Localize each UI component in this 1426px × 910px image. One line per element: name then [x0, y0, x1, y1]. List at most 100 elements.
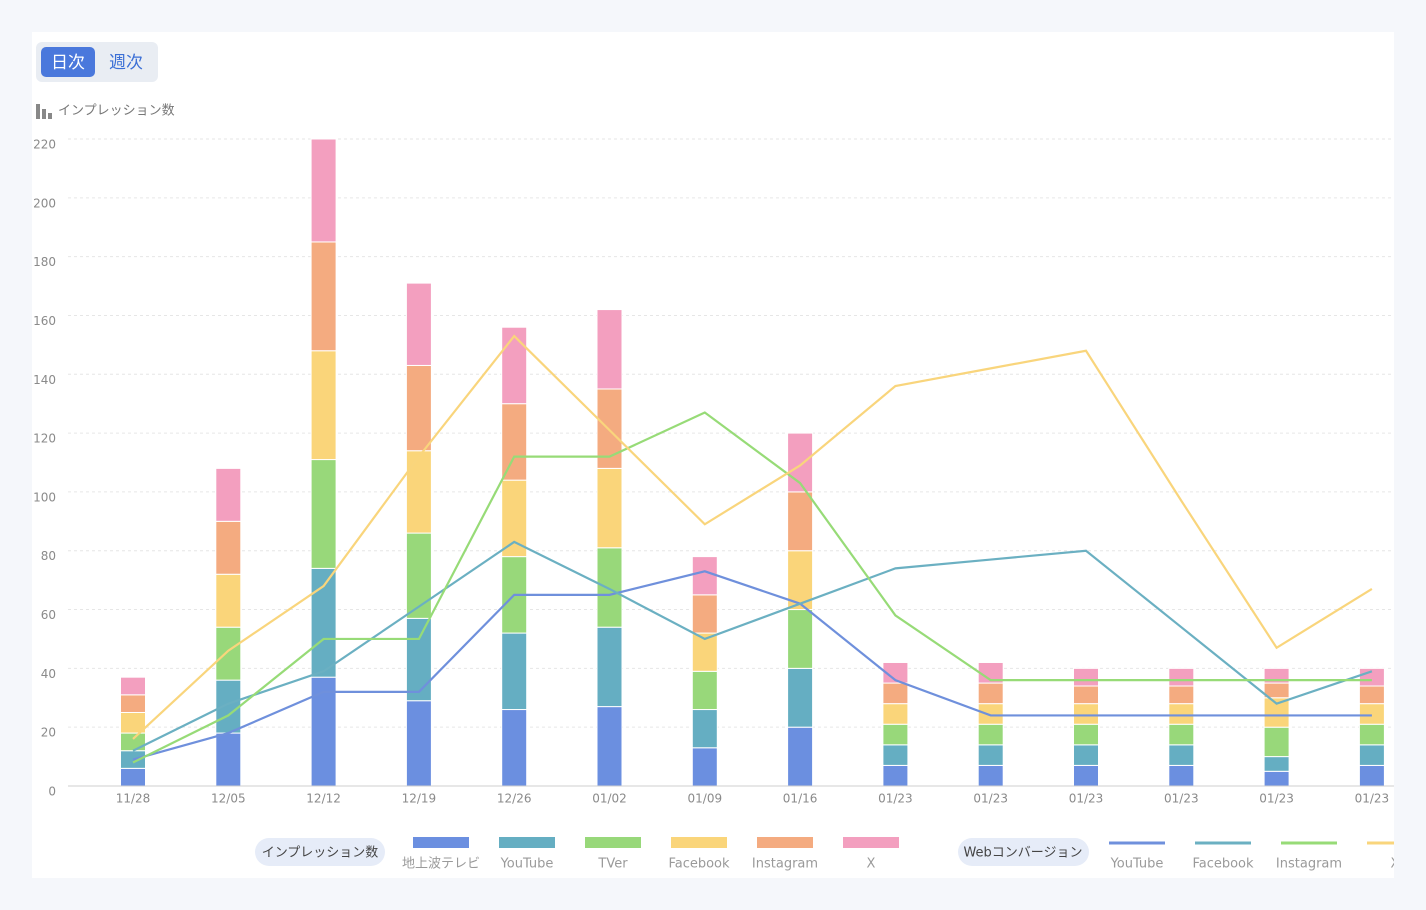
bar-segment	[1263, 726, 1290, 758]
y-tick-label: 200	[33, 196, 56, 210]
bar-segment	[310, 350, 337, 461]
line	[132, 411, 1372, 764]
y-tick-label: 160	[33, 314, 56, 328]
legend-label: Facebook	[1192, 857, 1254, 872]
legend-swatch	[843, 837, 899, 848]
bar-segment	[1263, 770, 1290, 787]
legend-label: Instagram	[752, 857, 818, 872]
y-tick-label: 0	[48, 785, 56, 799]
legend-swatch	[585, 837, 641, 848]
bar-segment	[310, 241, 337, 352]
bar-segment	[405, 617, 432, 702]
bar-segment	[882, 703, 909, 725]
y-tick-label: 40	[41, 667, 56, 681]
plot: 11/28 12/05 12/12 12/19 12/26 01/02 01/09 01/16…	[68, 138, 1394, 806]
bar-segment	[310, 459, 337, 569]
bar-segment	[1358, 667, 1385, 687]
bar-segment	[691, 632, 718, 672]
bar-segment	[310, 138, 337, 243]
y-axis-label: インプレッション数	[58, 104, 175, 119]
legend-swatch	[413, 837, 469, 848]
bar-segment	[405, 364, 432, 452]
x-tick-label: 12/19	[402, 792, 437, 806]
x-tick-label: 12/26	[497, 792, 532, 806]
bar-segment	[501, 632, 528, 711]
legend-label: YouTube	[500, 857, 554, 872]
bar-segment	[882, 744, 909, 766]
bar-segment	[1168, 703, 1195, 725]
tab[interactable]: 日次	[51, 53, 85, 73]
y-tick-label: 220	[33, 138, 56, 152]
legend-group-title: インプレッション数	[262, 846, 379, 861]
x-tick-label: 12/05	[211, 792, 246, 806]
bar-segment	[501, 326, 528, 405]
bar-segment	[977, 723, 1004, 746]
bar-segment	[1358, 744, 1385, 766]
bar-segment	[1358, 723, 1385, 746]
bar-segment	[787, 667, 814, 728]
bar-segment	[120, 676, 146, 696]
y-tick-label: 80	[41, 549, 56, 563]
bar-segment	[1263, 756, 1290, 772]
bar-segment	[1073, 703, 1099, 725]
bar-segment	[1073, 667, 1099, 687]
bar-segment	[405, 282, 432, 366]
bar-segment	[882, 661, 909, 684]
line	[132, 570, 1372, 761]
bar-segment	[882, 682, 909, 705]
bar-segment	[882, 764, 909, 787]
toggle-active[interactable]	[41, 47, 95, 77]
bar-segment	[215, 679, 242, 734]
x-tick-label: 01/09	[688, 792, 723, 806]
bar-segment	[1073, 685, 1099, 705]
x-tick-label: 12/12	[306, 792, 341, 806]
bar-segment	[215, 573, 242, 628]
bar-segment	[215, 467, 242, 522]
bar-segment	[691, 670, 718, 711]
bar-segment	[977, 682, 1004, 705]
legend-label: X	[867, 857, 876, 872]
x-tick-label: 01/23	[1355, 792, 1390, 806]
bar-segment	[977, 744, 1004, 766]
bar-segment	[1358, 703, 1385, 725]
line	[132, 540, 1373, 752]
x-tick-label: 01/16	[783, 792, 818, 806]
legend-label: Instagram	[1276, 857, 1342, 872]
bar-segment	[405, 532, 432, 619]
bar-segment	[1073, 764, 1099, 787]
x-tick-label: 01/23	[1164, 792, 1199, 806]
bar-segment	[596, 706, 623, 787]
bar-segment	[596, 467, 623, 549]
x-tick-label: 11/28	[116, 792, 151, 806]
bar-segment	[310, 676, 337, 787]
y-tick-label: 120	[33, 432, 56, 446]
legend-label: Facebook	[668, 857, 730, 872]
bar-segment	[977, 764, 1004, 787]
bar-segment	[1073, 744, 1099, 766]
bar-segment	[882, 723, 909, 746]
bar-segment	[1168, 685, 1195, 705]
legend-group	[958, 838, 1089, 866]
bar-segment	[120, 694, 146, 713]
bar-segment	[1168, 723, 1195, 746]
bar-segment	[1358, 685, 1385, 705]
bar-segment	[787, 491, 814, 552]
bar-segment	[596, 309, 623, 390]
tab[interactable]: 週次	[109, 53, 143, 73]
bar-segment	[120, 750, 146, 769]
bar-segment	[215, 626, 242, 681]
y-tick-label: 60	[41, 608, 56, 622]
bar-segment	[501, 709, 528, 787]
bar-segment	[787, 726, 814, 787]
bar-segment	[691, 594, 718, 634]
legend-label: YouTube	[1110, 857, 1164, 872]
x-tick-label: 01/23	[1259, 792, 1294, 806]
legend-swatch	[671, 837, 727, 848]
line	[132, 334, 1373, 740]
bar-segment	[405, 700, 432, 787]
y-tick-label: 180	[33, 255, 56, 269]
bar-segment	[1263, 697, 1290, 728]
legend-group	[255, 838, 385, 866]
